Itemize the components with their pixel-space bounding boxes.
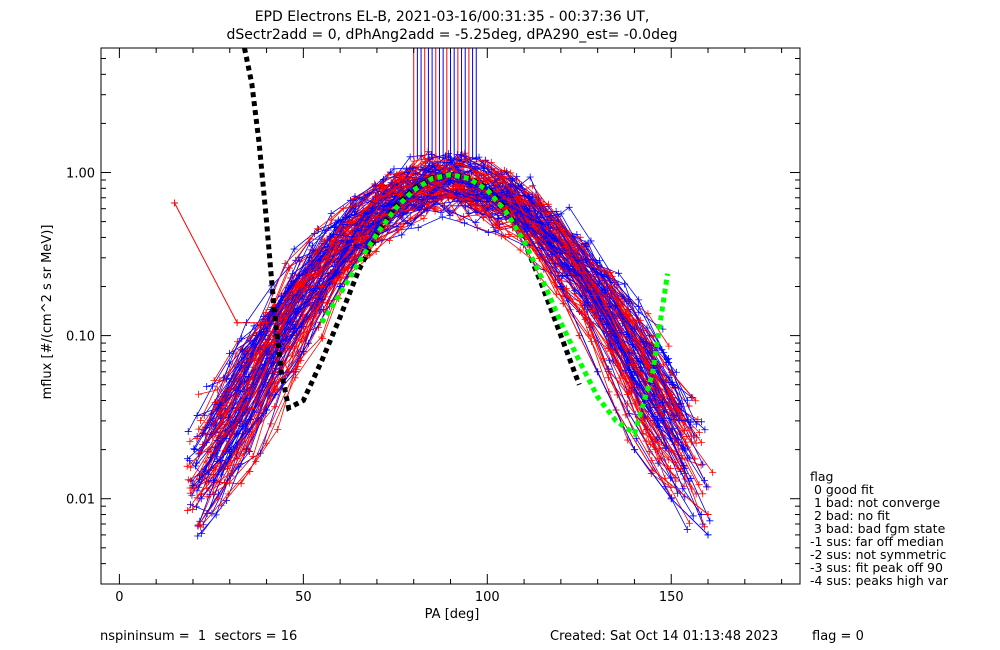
background-trace bbox=[213, 155, 690, 482]
blue-series-point bbox=[299, 347, 307, 355]
legend-item: -3 sus: fit peak off 90 bbox=[810, 560, 943, 575]
red-series-point bbox=[355, 233, 363, 241]
background-trace bbox=[220, 184, 673, 506]
y-axis-label: mflux [#/(cm^2 s sr MeV)] bbox=[40, 225, 55, 400]
footer-spin-info: nspininsum = 1 sectors = 16 bbox=[100, 629, 298, 644]
x-tick-label: 100 bbox=[475, 590, 500, 605]
x-tick-label: 50 bbox=[295, 590, 312, 605]
red-series-point bbox=[233, 319, 241, 327]
blue-series-point bbox=[226, 446, 234, 454]
red-series-point bbox=[263, 319, 271, 327]
legend-item: 0 good fit bbox=[810, 482, 874, 497]
red-series-point bbox=[704, 511, 712, 519]
background-trace bbox=[187, 194, 684, 511]
background-trace-markers bbox=[208, 179, 706, 426]
blue-series-point bbox=[336, 283, 344, 291]
blue-series-point bbox=[667, 495, 675, 503]
blue-series-point bbox=[630, 446, 638, 454]
background-trace bbox=[226, 183, 682, 404]
x-tick-label: 0 bbox=[115, 590, 123, 605]
background-trace bbox=[198, 191, 685, 480]
plot-area bbox=[171, 48, 717, 540]
x-tick-label: 150 bbox=[659, 590, 684, 605]
blue-series-point bbox=[594, 368, 602, 376]
blue-series-point bbox=[428, 162, 436, 170]
blue-series-point bbox=[189, 482, 197, 490]
red-series-point bbox=[171, 199, 179, 207]
red-series-point bbox=[391, 176, 399, 184]
blue-series-point bbox=[465, 180, 473, 188]
y-tick-label: 0.01 bbox=[66, 493, 95, 508]
background-trace bbox=[205, 190, 654, 463]
background-trace bbox=[192, 186, 669, 510]
background-trace bbox=[186, 185, 692, 467]
background-trace bbox=[191, 160, 663, 489]
background-trace bbox=[229, 153, 664, 354]
blue-series-point bbox=[704, 531, 712, 539]
blue-series-point bbox=[447, 176, 454, 184]
legend-item: 3 bad: bad fgm state bbox=[810, 521, 946, 536]
data-layer bbox=[171, 48, 717, 540]
background-trace bbox=[198, 150, 694, 399]
blue-series-point bbox=[520, 225, 528, 233]
legend-item: -2 sus: not symmetric bbox=[810, 547, 947, 562]
title-line-2: dSectr2add = 0, dPhAng2add = -5.25deg, d… bbox=[227, 27, 678, 43]
footer-created: Created: Sat Oct 14 01:13:48 2023 bbox=[550, 629, 779, 644]
red-series-point bbox=[649, 466, 657, 474]
y-tick-label: 1.00 bbox=[66, 167, 95, 182]
flag-legend: flag 0 good fit 1 bad: not converge 2 ba… bbox=[810, 470, 948, 587]
axis-layer: 0 50 100 150 0.01 0.10 1.00 bbox=[66, 47, 801, 605]
background-trace-markers bbox=[195, 147, 697, 402]
background-trace bbox=[199, 188, 692, 454]
legend-item: 2 bad: no fit bbox=[810, 508, 890, 523]
background-trace bbox=[204, 158, 704, 495]
blue-series-point bbox=[483, 194, 491, 202]
legend-item: -4 sus: peaks high var bbox=[810, 573, 949, 588]
y-tick-label: 0.10 bbox=[66, 330, 95, 345]
blue-series-point bbox=[263, 406, 271, 414]
legend-item: 1 bad: not converge bbox=[810, 495, 941, 510]
background-trace bbox=[214, 184, 685, 422]
red-series-point bbox=[318, 283, 326, 291]
x-axis-label: PA [deg] bbox=[425, 607, 480, 622]
title-line-1: EPD Electrons EL-B, 2021-03-16/00:31:35 … bbox=[255, 9, 650, 25]
footer-flag: flag = 0 bbox=[812, 629, 864, 644]
blue-series-point bbox=[557, 283, 565, 291]
legend-item: -1 sus: far off median bbox=[810, 534, 944, 549]
legend-title: flag bbox=[810, 469, 834, 484]
green-fit-curve bbox=[319, 172, 671, 438]
